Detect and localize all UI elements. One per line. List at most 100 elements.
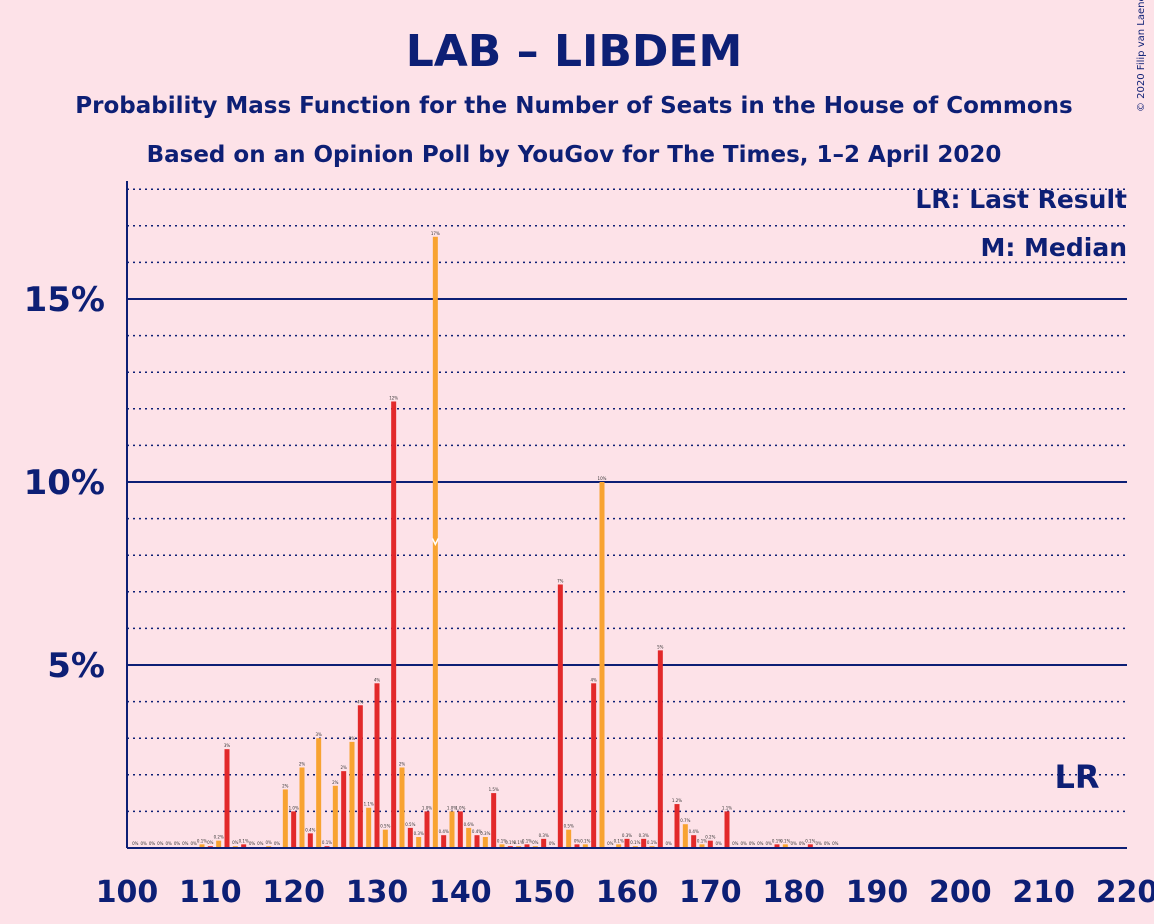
x-tick-label: 140	[429, 875, 492, 910]
chart-subtitle-2: Based on an Opinion Poll by YouGov for T…	[147, 142, 1002, 168]
bar-series	[132, 236, 838, 848]
bar-label-113: 0%	[232, 840, 239, 845]
bar-123-seats	[316, 738, 322, 848]
bar-label-177: 0%	[765, 841, 772, 846]
bar-label-141: 0.6%	[464, 822, 474, 827]
bar-label-122: 0.4%	[305, 827, 315, 832]
bar-label-176: 0%	[757, 841, 764, 846]
bar-label-148: 0.1%	[522, 838, 532, 843]
bar-label-121: 2%	[299, 761, 306, 766]
bar-label-179: 0.1%	[780, 838, 790, 843]
bar-121-seats	[299, 767, 305, 848]
bar-label-146: 0.1%	[505, 840, 515, 845]
bar-112-seats	[224, 749, 230, 848]
bar-label-175: 0%	[749, 841, 756, 846]
bar-label-105: 0%	[165, 841, 172, 846]
bar-136-seats	[424, 811, 430, 848]
bar-153-seats	[566, 829, 572, 848]
bar-label-168: 0.4%	[689, 829, 699, 834]
bar-170-seats	[707, 840, 713, 848]
bar-label-167: 0.7%	[680, 818, 690, 823]
bar-139-seats	[449, 811, 455, 848]
y-tick-labels: 5% 10% 15%	[24, 280, 105, 686]
bar-label-143: 0.3%	[480, 831, 490, 836]
bar-150-seats	[541, 838, 547, 848]
bar-labels: 0% 0% 0% 0% 0% 0% 0% 0%0.1% 0%0.2%3%0% 0.1%0% 0% 0%…	[132, 231, 839, 846]
bar-label-129: 1.1%	[364, 802, 374, 807]
bar-164-seats	[657, 650, 663, 848]
bar-label-139: 1.0%	[447, 805, 457, 810]
x-tick-labels: 100 110 120 130 140 150 160 170 180 190 200 210 220	[96, 875, 1154, 910]
bar-130-seats	[374, 683, 380, 848]
bar-145-seats	[499, 844, 505, 848]
bar-label-133: 2%	[399, 761, 406, 766]
x-tick-label: 150	[512, 875, 575, 910]
bar-157-seats	[599, 482, 605, 848]
bar-label-171: 0%	[715, 841, 722, 846]
bar-143-seats	[482, 837, 488, 848]
chart-subtitle-1: Probability Mass Function for the Number…	[75, 93, 1072, 119]
gridlines	[127, 188, 1127, 813]
bar-156-seats	[591, 683, 597, 848]
bar-label-112: 3%	[224, 743, 231, 748]
bar-168-seats	[691, 835, 697, 848]
legend-last-result: LR: Last Result	[915, 185, 1127, 214]
bar-label-134: 0.5%	[405, 822, 415, 827]
bar-label-106: 0%	[174, 841, 181, 846]
bar-127-seats	[349, 741, 355, 848]
bar-label-152: 7%	[557, 578, 564, 583]
bar-label-104: 0%	[157, 841, 164, 846]
bar-label-165: 0%	[665, 841, 672, 846]
bar-129-seats	[366, 807, 372, 848]
bar-label-145: 0.1%	[497, 838, 507, 843]
y-tick-label: 10%	[24, 463, 105, 503]
bar-label-110: 0%	[207, 840, 214, 845]
bar-label-131: 0.5%	[380, 824, 390, 829]
bar-label-103: 0%	[149, 841, 156, 846]
bar-label-172: 1.1%	[722, 805, 732, 810]
bar-133-seats	[399, 767, 405, 848]
bar-label-151: 0%	[549, 841, 556, 846]
bar-152-seats	[557, 584, 563, 848]
y-tick-label: 5%	[47, 646, 105, 686]
bar-label-142: 0.4%	[472, 829, 482, 834]
bar-135-seats	[416, 837, 422, 848]
bar-109-seats	[199, 844, 205, 848]
bar-122-seats	[307, 833, 313, 848]
bar-179-seats	[782, 844, 788, 848]
bar-128-seats	[357, 705, 363, 848]
bar-label-184: 0%	[824, 841, 831, 846]
bar-137-seats	[432, 236, 438, 848]
bar-label-162: 0.3%	[639, 833, 649, 838]
x-tick-label: 100	[96, 875, 159, 910]
chart-title: LAB – LIBDEM	[406, 26, 743, 77]
bar-label-150: 0.3%	[539, 833, 549, 838]
bar-label-107: 0%	[182, 841, 189, 846]
bar-label-156: 4%	[590, 677, 597, 682]
bar-label-102: 0%	[140, 841, 147, 846]
bar-label-124: 0.1%	[322, 840, 332, 845]
bar-119-seats	[282, 789, 288, 848]
bar-label-164: 5%	[657, 644, 664, 649]
x-tick-label: 220	[1096, 875, 1154, 910]
bar-114-seats	[241, 844, 247, 848]
bar-label-178: 0.1%	[772, 838, 782, 843]
x-tick-label: 200	[929, 875, 992, 910]
bar-label-180: 0%	[790, 841, 797, 846]
bar-label-137: 17%	[431, 231, 440, 236]
bar-167-seats	[682, 824, 688, 848]
bar-label-108: 0%	[190, 841, 197, 846]
bar-134-seats	[407, 827, 413, 848]
bar-142-seats	[474, 835, 480, 848]
x-tick-label: 170	[679, 875, 742, 910]
x-tick-label: 190	[846, 875, 909, 910]
bar-178-seats	[774, 844, 780, 848]
bar-169-seats	[699, 844, 705, 848]
bar-label-155: 0.1%	[580, 838, 590, 843]
bar-label-181: 0%	[799, 841, 806, 846]
bar-120-seats	[291, 811, 297, 848]
bar-label-174: 0%	[740, 841, 747, 846]
bar-label-153: 0.5%	[564, 824, 574, 829]
copyright-notice: © 2020 Filip van Laenen	[1136, 0, 1147, 112]
